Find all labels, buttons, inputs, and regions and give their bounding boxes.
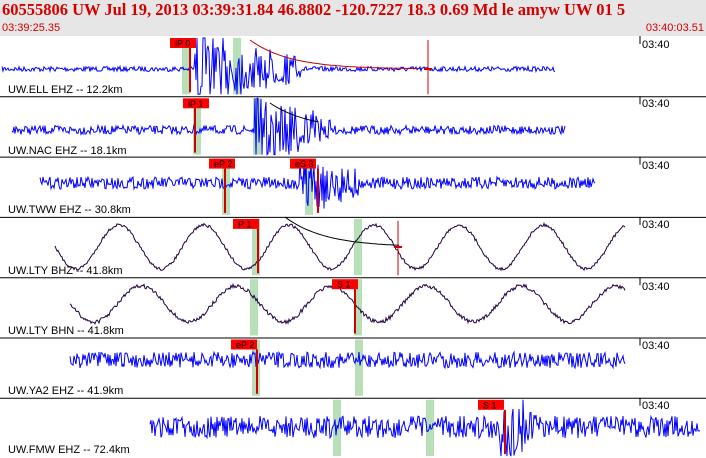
pick-label: eP 2	[236, 340, 254, 350]
pick-label: eS 3	[295, 159, 314, 169]
start-time: 03:39:25.35	[2, 22, 61, 34]
pick-flag	[233, 218, 259, 229]
waveform-lty-bhn	[69, 282, 626, 325]
time-tick-lty-bhn: 03:40	[642, 281, 670, 293]
waveform-lty-bhz	[54, 222, 626, 272]
phase-window-band	[426, 399, 434, 457]
pick-flag	[231, 339, 257, 350]
channel-label-nac: UW.NAC EHZ -- 18.1km	[8, 145, 127, 157]
pick-flag	[209, 158, 235, 169]
pick-label: S 1	[337, 280, 351, 290]
channel-label-tww: UW.TWW EHZ -- 30.8km	[8, 204, 131, 216]
pick-label: iP 0	[175, 39, 190, 49]
end-time: 03:40:03.51	[645, 22, 704, 34]
coda-envelope	[284, 216, 400, 246]
coda-envelope	[269, 102, 319, 123]
channel-label-lty-bhz: UW.LTY BHZ -- 41.8km	[8, 265, 123, 277]
phase-window-band	[182, 38, 190, 95]
time-tick-fmw: 03:40	[642, 400, 670, 412]
time-tick-tww: 03:40	[642, 160, 670, 172]
waveform-ya2	[69, 350, 626, 370]
time-tick-ell: 03:40	[642, 39, 670, 51]
waveform-ell	[1, 37, 556, 95]
channel-label-fmw: UW.FMW EHZ -- 72.4km	[8, 444, 130, 456]
channel-label-ya2: UW.YA2 EHZ -- 41.9km	[8, 385, 124, 397]
pick-flag	[478, 399, 504, 410]
waveform-fmw	[149, 399, 701, 457]
waveform-nac	[11, 97, 566, 156]
pick-label: iP 1	[188, 99, 203, 109]
pick-flag	[170, 38, 196, 48]
pick-flag	[183, 98, 209, 109]
pick-label: S 1	[483, 400, 497, 410]
time-tick-nac: 03:40	[642, 98, 670, 110]
channel-labels: UW.ELL EHZ -- 12.2km 03:40 UW.NAC EHZ --…	[0, 36, 706, 458]
event-title: 60555806 UW Jul 19, 2013 03:39:31.84 46.…	[2, 0, 626, 19]
time-tick-ya2: 03:40	[642, 340, 670, 352]
event-header: 60555806 UW Jul 19, 2013 03:39:31.84 46.…	[0, 0, 706, 36]
phase-window-band	[354, 218, 362, 276]
pick-flag	[290, 158, 316, 169]
pick-label: P 1	[238, 219, 251, 229]
pick-label: eP 2	[214, 159, 232, 169]
seismogram-panels[interactable]: iP 0 iP 1 eP 2 eS 3 P 1 S 1 eP 2 S 1	[0, 36, 706, 458]
coda-envelope	[249, 39, 419, 70]
pick-flag	[332, 279, 358, 290]
channel-label-ell: UW.ELL EHZ -- 12.2km	[8, 84, 123, 96]
phase-window-band	[233, 38, 241, 95]
phase-window-band	[252, 218, 260, 276]
time-tick-lty-bhz: 03:40	[642, 219, 670, 231]
phase-window-band	[250, 279, 258, 336]
channel-label-lty-bhn: UW.LTY BHN -- 41.8km	[8, 325, 124, 337]
phase-window-band	[355, 339, 363, 396]
phase-window-band	[193, 98, 201, 155]
